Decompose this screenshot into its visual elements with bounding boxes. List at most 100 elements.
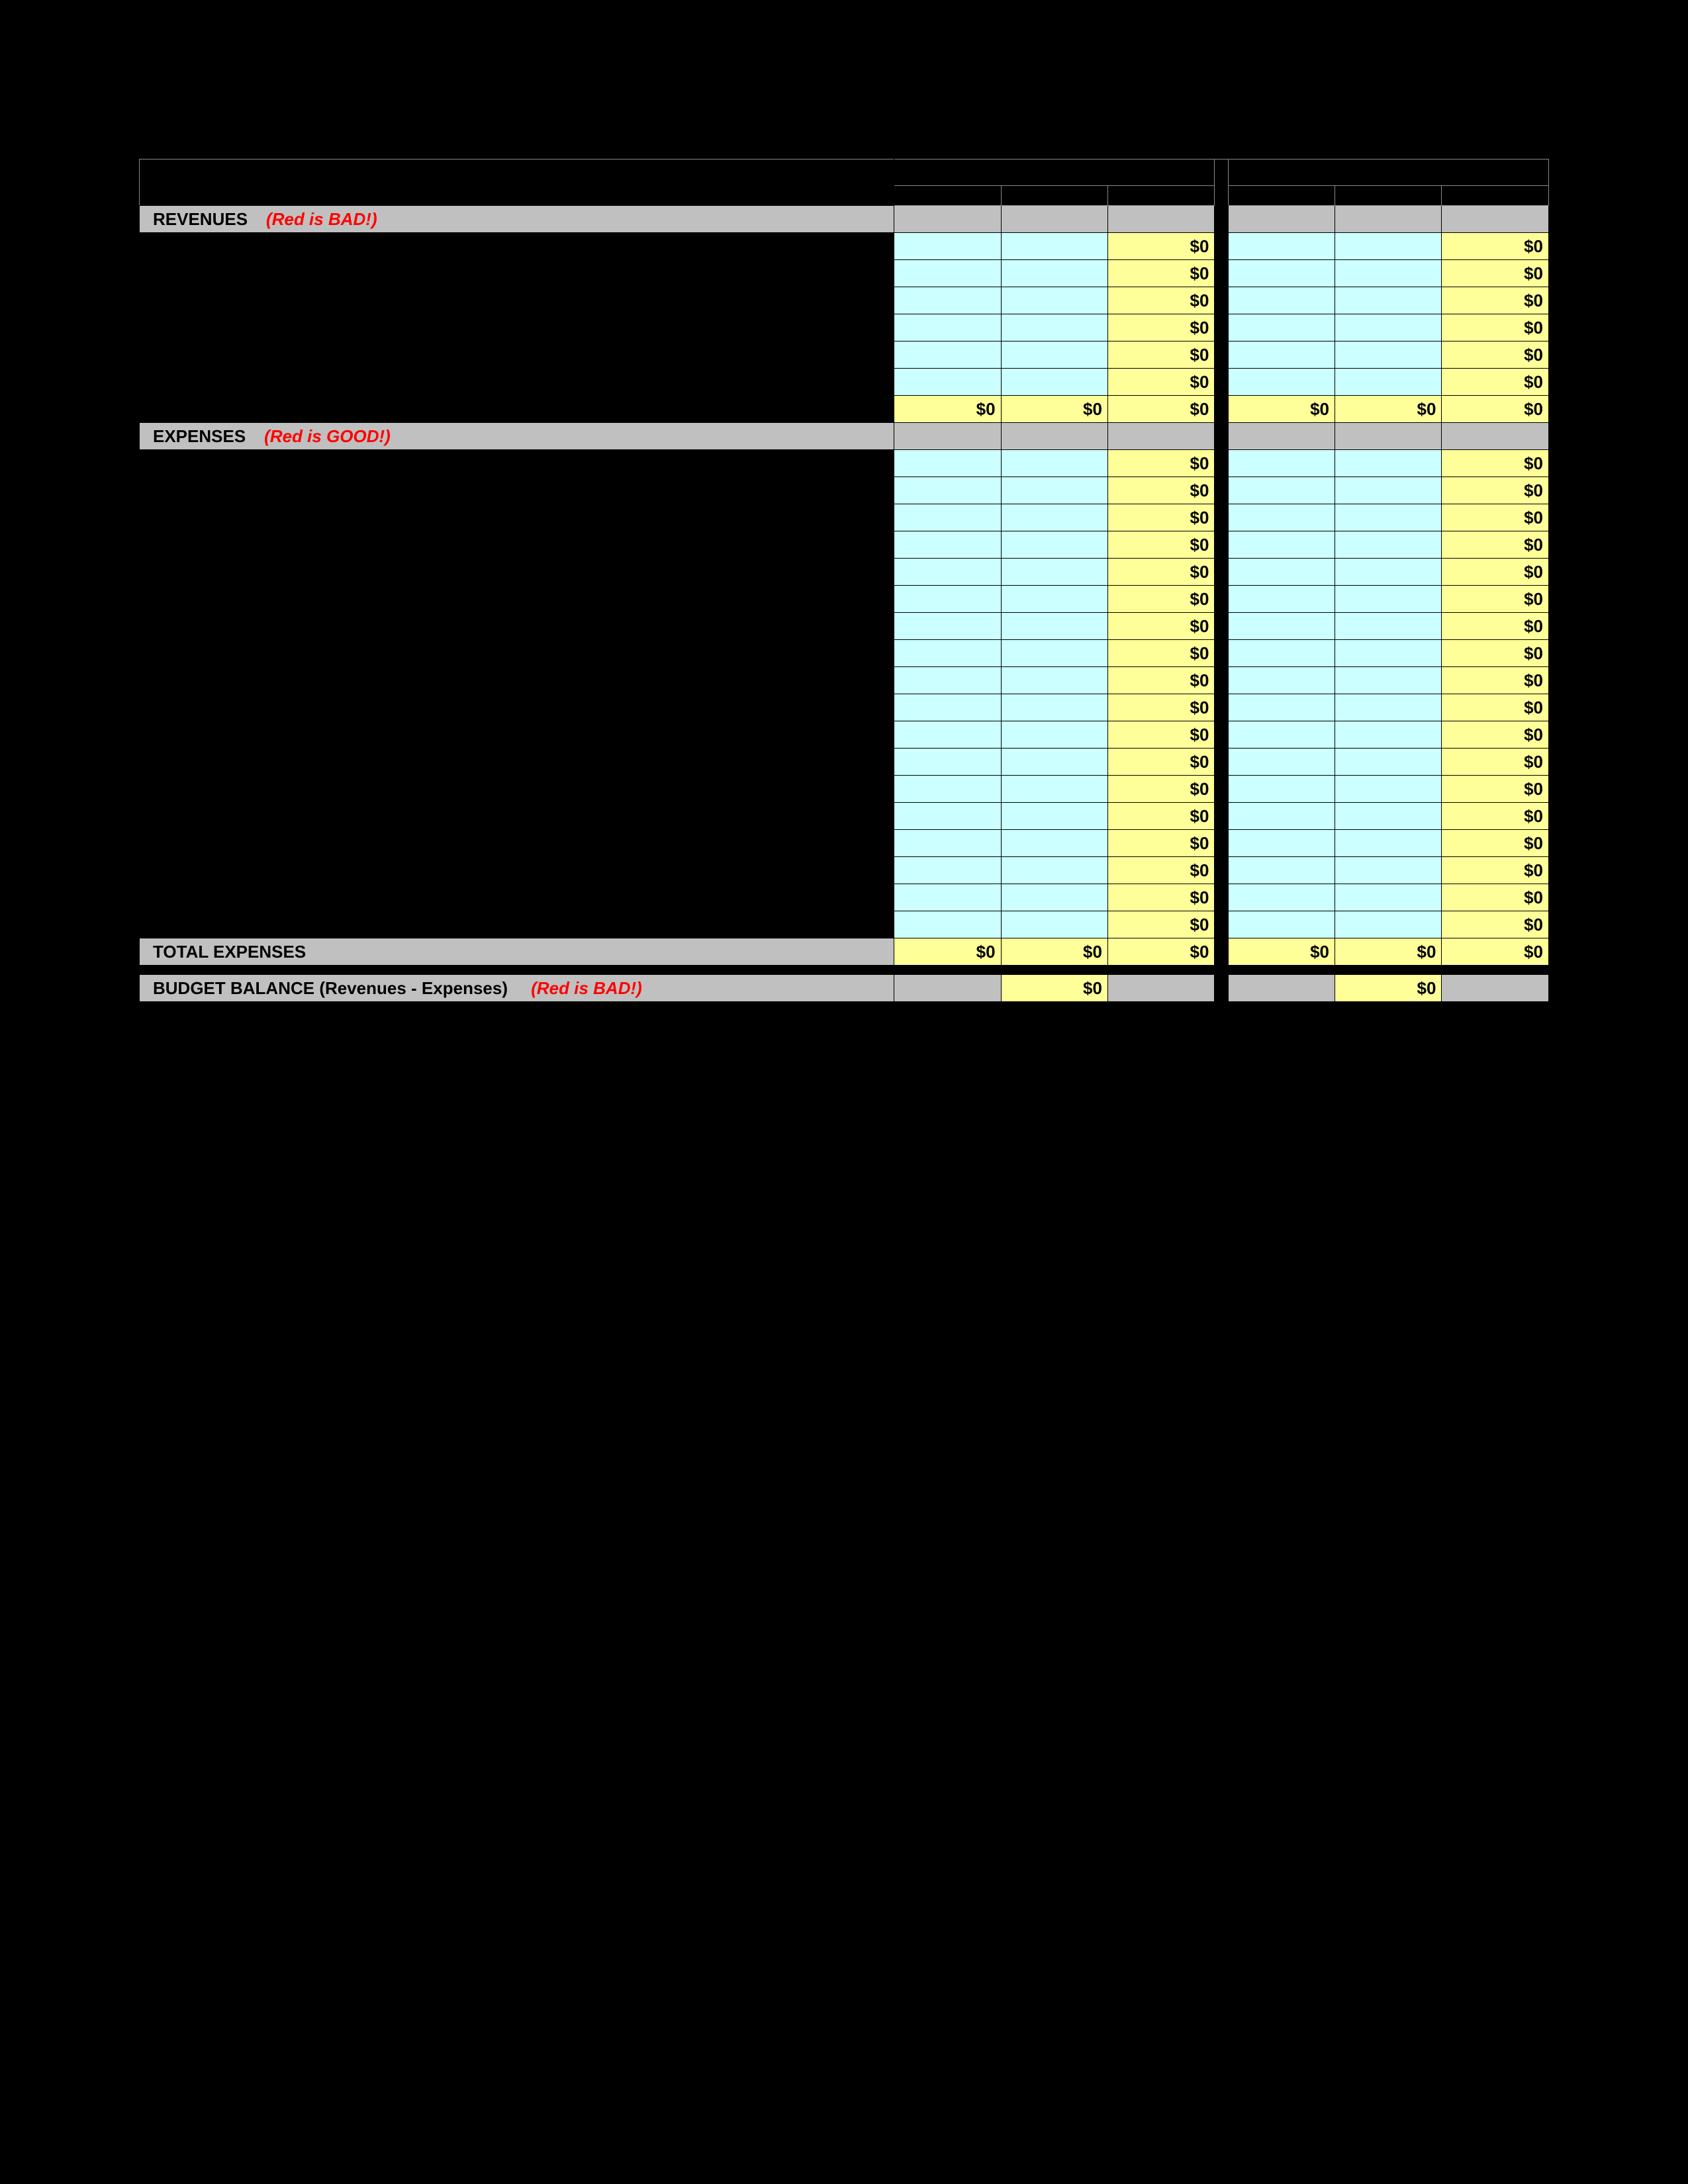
expense-input-cell[interactable] — [1228, 911, 1335, 938]
revenue-input-cell[interactable] — [894, 369, 1001, 396]
expense-input-cell[interactable] — [1228, 667, 1335, 694]
expense-input-cell[interactable] — [1228, 613, 1335, 640]
expense-input-cell[interactable] — [1001, 721, 1107, 749]
expense-input-cell[interactable] — [894, 586, 1001, 613]
expense-input-cell[interactable] — [894, 911, 1001, 938]
expense-input-cell[interactable] — [1228, 749, 1335, 776]
expense-input-cell[interactable] — [894, 531, 1001, 559]
expense-input-cell[interactable] — [1335, 830, 1442, 857]
expense-input-cell[interactable] — [1001, 559, 1107, 586]
total-expenses-label: TOTAL EXPENSES — [140, 938, 894, 966]
expense-input-cell[interactable] — [1228, 559, 1335, 586]
expense-calc-cell: $0 — [1107, 559, 1214, 586]
expense-input-cell[interactable] — [894, 830, 1001, 857]
expense-input-cell[interactable] — [894, 884, 1001, 911]
expense-calc-cell: $0 — [1107, 586, 1214, 613]
expense-input-cell[interactable] — [894, 803, 1001, 830]
revenue-input-cell[interactable] — [1001, 314, 1107, 341]
expense-input-cell[interactable] — [1001, 640, 1107, 667]
total-expenses-cell: $0 — [1228, 938, 1335, 966]
expense-input-cell[interactable] — [1335, 531, 1442, 559]
expense-input-cell[interactable] — [1228, 640, 1335, 667]
expense-input-cell[interactable] — [1335, 721, 1442, 749]
revenue-input-cell[interactable] — [1001, 341, 1107, 369]
revenue-calc-cell: $0 — [1442, 369, 1549, 396]
expense-input-cell[interactable] — [1228, 776, 1335, 803]
expense-input-cell[interactable] — [1001, 803, 1107, 830]
revenue-input-cell[interactable] — [894, 287, 1001, 314]
expense-input-cell[interactable] — [1335, 749, 1442, 776]
revenue-calc-cell: $0 — [1442, 260, 1549, 287]
expense-input-cell[interactable] — [1228, 694, 1335, 721]
expense-input-cell[interactable] — [894, 559, 1001, 586]
expense-input-cell[interactable] — [1335, 884, 1442, 911]
expense-input-cell[interactable] — [1228, 531, 1335, 559]
expense-input-cell[interactable] — [1001, 776, 1107, 803]
expense-input-cell[interactable] — [1001, 884, 1107, 911]
expense-input-cell[interactable] — [1001, 613, 1107, 640]
total-expenses-cell: $0 — [1107, 938, 1214, 966]
expense-input-cell[interactable] — [1001, 504, 1107, 531]
budget-table: REVENUES(Red is BAD!)$0$0$0$0$0$0$0$0$0$… — [139, 159, 1549, 1002]
expense-input-cell[interactable] — [1335, 667, 1442, 694]
revenue-calc-cell: $0 — [1442, 341, 1549, 369]
expense-input-cell[interactable] — [894, 477, 1001, 504]
expense-calc-cell: $0 — [1107, 450, 1214, 477]
expense-input-cell[interactable] — [1228, 830, 1335, 857]
expenses-header: EXPENSES(Red is GOOD!) — [140, 423, 894, 450]
expense-input-cell[interactable] — [1335, 477, 1442, 504]
expense-input-cell[interactable] — [894, 749, 1001, 776]
expense-input-cell[interactable] — [1228, 857, 1335, 884]
expense-input-cell[interactable] — [894, 504, 1001, 531]
revenue-input-cell[interactable] — [1001, 233, 1107, 260]
expense-input-cell[interactable] — [894, 776, 1001, 803]
expense-input-cell[interactable] — [1228, 884, 1335, 911]
expense-input-cell[interactable] — [1228, 504, 1335, 531]
expense-input-cell[interactable] — [894, 613, 1001, 640]
revenue-input-cell[interactable] — [1001, 369, 1107, 396]
expense-input-cell[interactable] — [1001, 694, 1107, 721]
expense-input-cell[interactable] — [1228, 477, 1335, 504]
expense-input-cell[interactable] — [1001, 450, 1107, 477]
expense-input-cell[interactable] — [894, 721, 1001, 749]
expense-input-cell[interactable] — [1335, 776, 1442, 803]
expense-input-cell[interactable] — [1228, 721, 1335, 749]
expense-input-cell[interactable] — [1001, 531, 1107, 559]
revenue-input-cell[interactable] — [894, 260, 1001, 287]
expense-input-cell[interactable] — [1335, 504, 1442, 531]
expense-input-cell[interactable] — [1335, 694, 1442, 721]
revenue-input-cell[interactable] — [894, 314, 1001, 341]
expense-input-cell[interactable] — [1001, 477, 1107, 504]
balance-label: BUDGET BALANCE (Revenues - Expenses) — [153, 978, 512, 998]
expense-input-cell[interactable] — [1335, 857, 1442, 884]
revenue-calc-cell: $0 — [1107, 233, 1214, 260]
expense-input-cell[interactable] — [1001, 857, 1107, 884]
revenue-input-cell[interactable] — [1001, 287, 1107, 314]
expense-input-cell[interactable] — [1335, 613, 1442, 640]
revenues-title: REVENUES — [153, 209, 248, 229]
expense-input-cell[interactable] — [894, 450, 1001, 477]
expense-input-cell[interactable] — [1228, 803, 1335, 830]
expense-input-cell[interactable] — [1001, 830, 1107, 857]
expense-input-cell[interactable] — [894, 857, 1001, 884]
expense-input-cell[interactable] — [1335, 911, 1442, 938]
expense-input-cell[interactable] — [1335, 559, 1442, 586]
expense-input-cell[interactable] — [1001, 667, 1107, 694]
expense-input-cell[interactable] — [1335, 803, 1442, 830]
expense-input-cell[interactable] — [1001, 911, 1107, 938]
expense-input-cell[interactable] — [1228, 586, 1335, 613]
revenue-calc-cell: $0 — [1107, 287, 1214, 314]
expense-input-cell[interactable] — [1228, 450, 1335, 477]
expense-input-cell[interactable] — [894, 667, 1001, 694]
revenue-input-cell[interactable] — [1001, 260, 1107, 287]
expense-input-cell[interactable] — [1001, 749, 1107, 776]
expense-input-cell[interactable] — [1001, 586, 1107, 613]
revenue-input-cell[interactable] — [894, 233, 1001, 260]
expense-input-cell[interactable] — [1335, 586, 1442, 613]
expense-input-cell[interactable] — [894, 694, 1001, 721]
expense-input-cell[interactable] — [1335, 640, 1442, 667]
expense-input-cell[interactable] — [894, 640, 1001, 667]
revenue-calc-cell: $0 — [1107, 369, 1214, 396]
revenue-input-cell[interactable] — [894, 341, 1001, 369]
expense-input-cell[interactable] — [1335, 450, 1442, 477]
